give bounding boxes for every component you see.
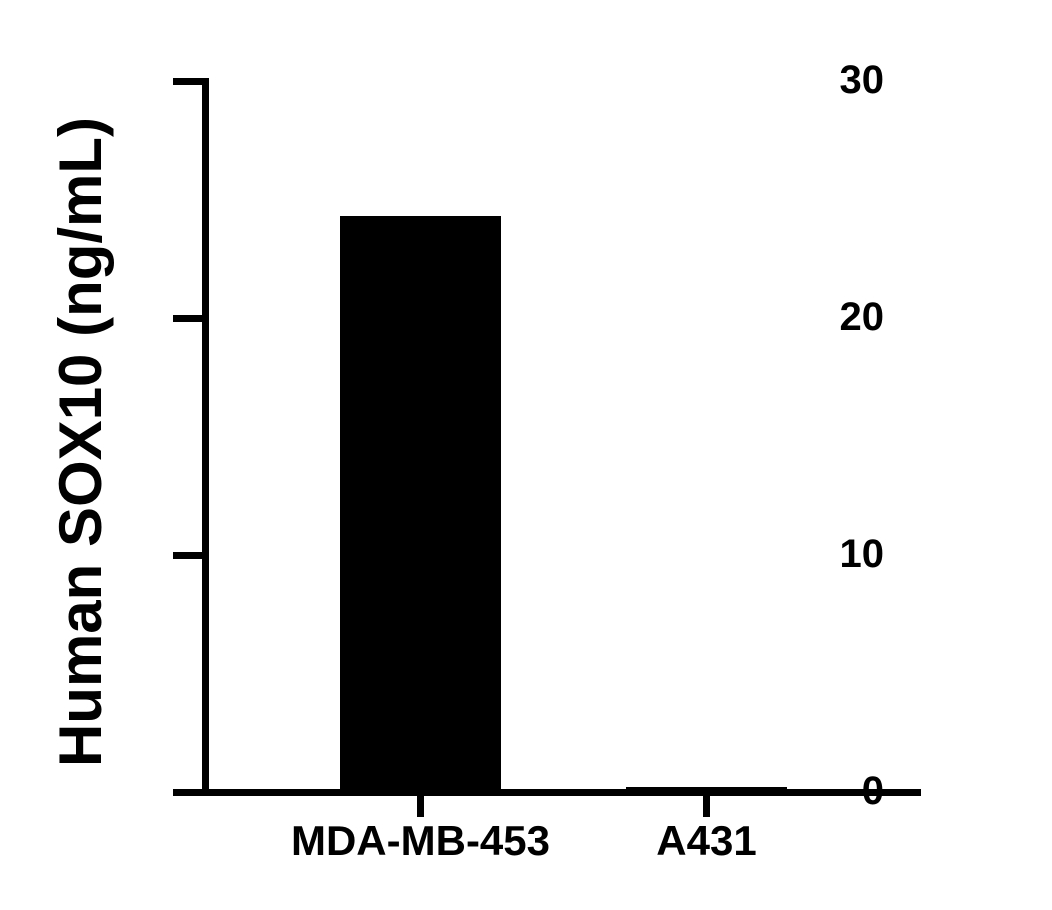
y-axis-tick: [173, 551, 206, 559]
y-axis-tick: [173, 77, 206, 85]
y-axis-tick: [173, 314, 206, 322]
x-axis-tick: [703, 792, 710, 817]
y-axis-tick-label: 0: [861, 769, 884, 814]
y-axis-tick-label: 30: [839, 58, 885, 103]
y-axis-tick-label: 10: [839, 532, 885, 577]
x-axis-tick: [417, 792, 424, 817]
y-axis-line: [202, 78, 209, 795]
y-axis-tick-label: 20: [839, 295, 885, 340]
x-axis-category-label: MDA-MB-453: [290, 817, 551, 864]
x-axis-category-label: A431: [656, 817, 757, 864]
y-axis-tick: [173, 788, 206, 796]
y-axis-title: Human SOX10 (ng/mL): [47, 116, 114, 768]
bar-mda-mb-453: [340, 216, 501, 792]
bar-a431: [626, 787, 787, 792]
x-axis-line: [202, 789, 921, 796]
